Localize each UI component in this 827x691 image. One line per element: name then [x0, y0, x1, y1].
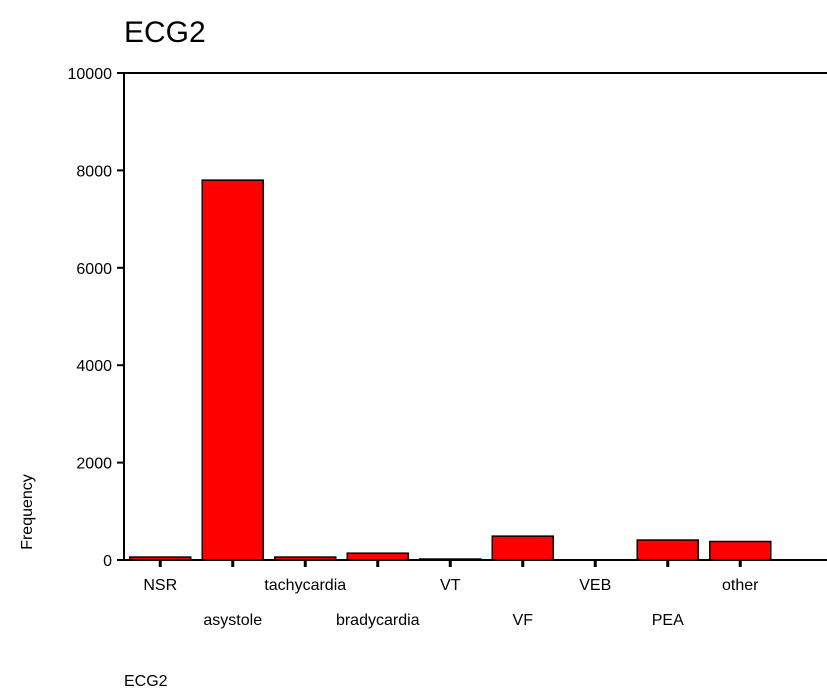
y-tick-label: 0 [103, 553, 112, 570]
y-axis: 0 2000 4000 6000 8000 10000 [68, 66, 124, 570]
y-tick-label: 6000 [76, 261, 112, 278]
x-tick-label: VF [513, 612, 534, 629]
x-tick-label: asystole [203, 612, 262, 629]
bar-other [709, 540, 772, 561]
x-axis-label: ECG2 [124, 673, 168, 690]
y-axis-label: Frequency [19, 474, 36, 550]
bar-vf [491, 535, 554, 561]
x-tick-label: VEB [579, 577, 611, 594]
x-tick-label: other [722, 577, 759, 594]
y-tick-label: 2000 [76, 456, 112, 473]
y-tick-label: 4000 [76, 358, 112, 375]
bars [129, 179, 772, 561]
x-axis: NSR asystole tachycardia bradycardia VT VF VEB… [143, 560, 759, 629]
bar-asystole [201, 179, 264, 561]
chart-title: ECG2 [124, 16, 206, 49]
bar-pea [636, 539, 699, 561]
x-tick-label: NSR [143, 577, 177, 594]
x-tick-label: bradycardia [336, 612, 420, 629]
x-tick-label: tachycardia [264, 577, 346, 594]
bar-bradycardia [346, 552, 409, 561]
x-tick-label: PEA [652, 612, 684, 629]
y-tick-label: 8000 [76, 163, 112, 180]
y-tick-label: 10000 [68, 66, 113, 83]
x-tick-label: VT [440, 577, 461, 594]
